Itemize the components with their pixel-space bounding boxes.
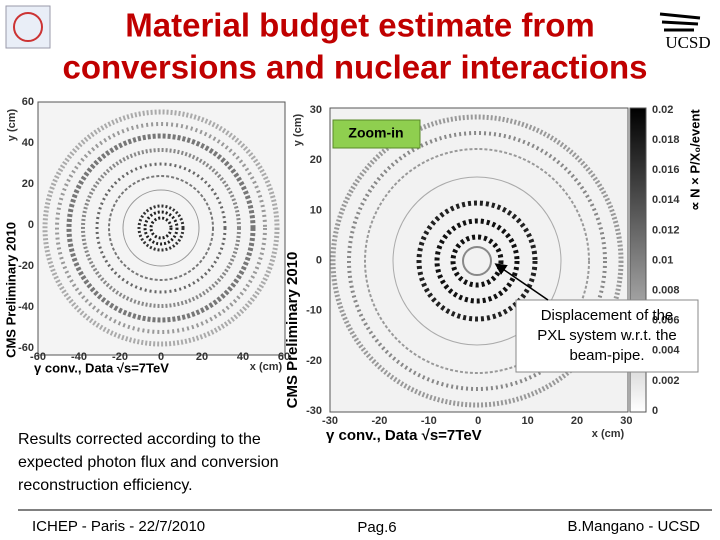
colorbar-tick-label: 0.012 (652, 224, 680, 236)
plot-caption: γ conv., Data √s=7TeV (326, 427, 482, 444)
y-tick-label: 60 (22, 96, 34, 108)
plot-caption: γ conv., Data √s=7TeV (34, 360, 169, 375)
annotation-line: Displacement of the (541, 307, 674, 324)
y-tick-label: -20 (306, 355, 322, 367)
x-tick-label: 20 (196, 351, 208, 363)
footer-left: ICHEP - Paris - 22/7/2010 (32, 518, 205, 535)
x-tick-label: 40 (237, 351, 249, 363)
colorbar-tick-label: 0.014 (652, 194, 680, 206)
y-tick-label: 0 (316, 255, 322, 267)
ring (416, 200, 538, 322)
zoom-label: Zoom-in (348, 125, 403, 141)
ring (122, 189, 200, 267)
ucsd-emblem (659, 12, 701, 32)
annotation-arrow (494, 263, 549, 301)
colorbar-tick-label: 0.018 (652, 134, 680, 146)
annotation-line: PXL system w.r.t. the (537, 327, 677, 344)
y-tick-label: 30 (310, 104, 322, 116)
colorbar-tick-label: 0.004 (652, 345, 680, 357)
ring (330, 114, 624, 408)
colorbar-label: ∝ N × P/X₀/event (687, 109, 702, 211)
colorbar-tick-label: 0.02 (652, 104, 673, 116)
ring (66, 133, 256, 323)
colorbar-tick-label: 0.008 (652, 285, 680, 297)
y-tick-label: -10 (306, 305, 322, 317)
ring (81, 148, 241, 308)
footer-right: B.Mangano - UCSD (567, 518, 700, 535)
x-axis-label: x (cm) (250, 361, 283, 373)
x-tick-label: 0 (158, 351, 164, 363)
ring (143, 210, 179, 246)
ring (392, 176, 562, 346)
right-rings (330, 114, 624, 408)
ring (450, 234, 504, 288)
logo-ring (13, 12, 43, 42)
annotation-box (515, 299, 699, 373)
x-axis-label: x (cm) (592, 428, 625, 440)
footer-center: Pag.6 (357, 519, 396, 536)
y-tick-label: -40 (18, 301, 34, 313)
y-tick-label: -20 (18, 260, 34, 272)
side-label: CMS Preliminary 2010 (3, 222, 18, 358)
y-tick-label: 20 (22, 178, 34, 190)
body-line: reconstruction efficiency. (18, 477, 193, 494)
ring (42, 109, 280, 347)
y-tick-label: 0 (28, 219, 34, 231)
x-tick-label: 30 (620, 415, 632, 427)
ring (364, 148, 590, 374)
x-tick-label: -20 (371, 415, 387, 427)
left-rings (42, 109, 280, 347)
zoom-label-box (332, 119, 421, 149)
annotation-line: beam-pipe. (569, 347, 644, 364)
side-label: CMS Preliminary 2010 (284, 252, 301, 409)
ring (95, 162, 227, 294)
y-axis-label: y (cm) (292, 113, 304, 146)
body-line: expected photon flux and conversion (18, 454, 279, 471)
colorbar-tick-label: 0.002 (652, 375, 680, 387)
x-tick-label: 60 (278, 351, 290, 363)
ucsd-logo: UCSD (665, 33, 710, 52)
y-tick-label: 20 (310, 154, 322, 166)
y-tick-label: -30 (306, 405, 322, 417)
x-tick-label: -60 (30, 351, 46, 363)
ring (55, 122, 267, 334)
ring (137, 204, 185, 252)
ring (149, 216, 173, 240)
ring (462, 246, 492, 276)
colorbar-tick-label: 0 (652, 405, 658, 417)
x-tick-label: 20 (571, 415, 583, 427)
colorbar-tick-label: 0.01 (652, 254, 673, 266)
y-axis-label: y (cm) (6, 108, 18, 141)
title-line: conversions and nuclear interactions (62, 49, 647, 86)
body-line: Results corrected according to the (18, 431, 261, 448)
x-tick-label: -20 (112, 351, 128, 363)
title-line: Material budget estimate from (125, 7, 594, 44)
y-tick-label: -60 (18, 342, 34, 354)
x-tick-label: -30 (322, 415, 338, 427)
y-tick-label: 10 (310, 204, 322, 216)
left-plot-frame (37, 101, 286, 356)
x-tick-label: -10 (421, 415, 437, 427)
ring (347, 131, 607, 391)
ring (434, 218, 520, 304)
x-tick-label: -40 (71, 351, 87, 363)
ring (108, 175, 214, 281)
colorbar-tick-label: 0.006 (652, 315, 680, 327)
colorbar-tick-label: 0.016 (652, 164, 680, 176)
x-tick-label: 10 (521, 415, 533, 427)
y-tick-label: 40 (22, 137, 34, 149)
x-tick-label: 0 (475, 415, 481, 427)
